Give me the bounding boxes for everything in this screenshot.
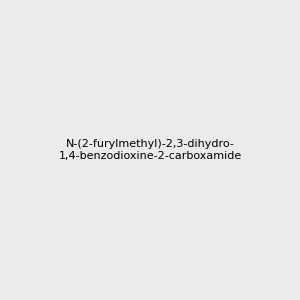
Text: N-(2-furylmethyl)-2,3-dihydro-
1,4-benzodioxine-2-carboxamide: N-(2-furylmethyl)-2,3-dihydro- 1,4-benzo… (58, 139, 242, 161)
